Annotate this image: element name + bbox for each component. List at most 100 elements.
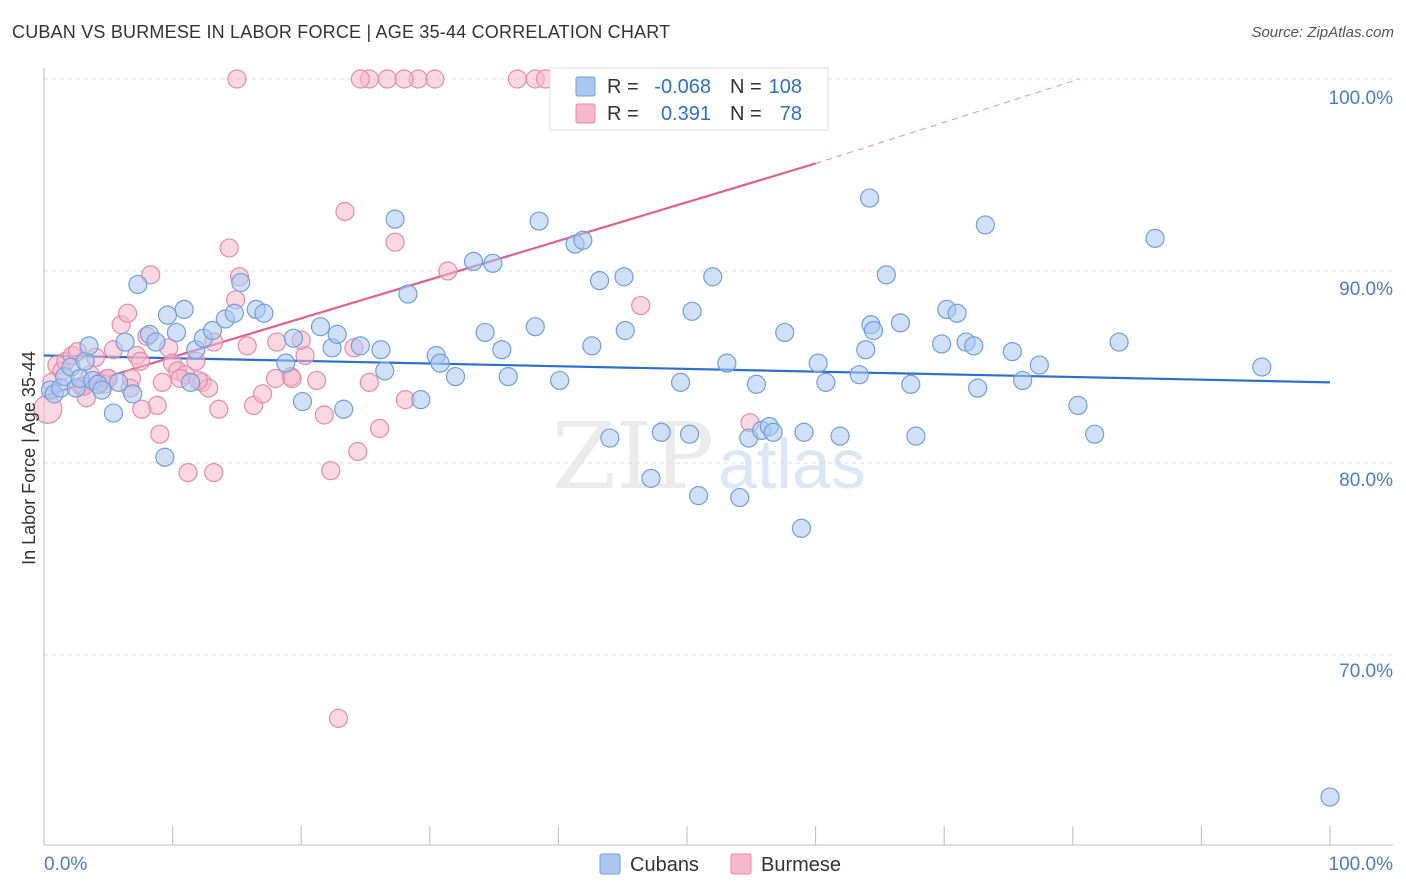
burmese-point: [385, 232, 405, 252]
cubans-point: [863, 320, 884, 341]
cubans-point: [283, 328, 304, 348]
cubans-point: [651, 422, 671, 442]
y-axis-title: In Labor Force | Age 35-44: [19, 351, 39, 565]
burmese-point: [209, 399, 229, 419]
cubans-point: [763, 422, 783, 442]
cubans-point: [483, 253, 503, 273]
cubans-point: [1320, 787, 1340, 807]
cubans-point: [582, 336, 602, 356]
cubans-point: [717, 353, 737, 373]
source-label: Source: ZipAtlas.com: [1251, 24, 1394, 41]
burmese-point: [335, 201, 355, 222]
burmese-point: [350, 69, 370, 89]
cubans-point: [475, 322, 495, 343]
cubans-point: [1013, 370, 1033, 391]
watermark-zip: ZIP: [552, 403, 714, 510]
cubans-point: [292, 391, 313, 412]
legend-burmese-r-label: R =: [607, 103, 639, 125]
legend-cubans-n-label: N =: [730, 76, 762, 98]
cubans-point: [682, 301, 702, 321]
cubans-point: [430, 353, 450, 373]
burmese-point: [130, 351, 151, 371]
burmese-point: [267, 332, 287, 352]
bottom-legend-swatch-burmese: [730, 853, 752, 875]
cubans-point: [123, 384, 143, 404]
legend-swatch-burmese: [575, 103, 596, 124]
watermark: ZIP atlas: [552, 403, 866, 510]
burmese-point: [178, 463, 198, 483]
cubans-point: [856, 340, 876, 360]
cubans-point: [791, 518, 812, 538]
cubans-point: [794, 422, 814, 442]
chart-title: CUBAN VS BURMESE IN LABOR FORCE | AGE 35…: [12, 22, 671, 42]
cubans-point: [1109, 332, 1129, 352]
cubans-point: [830, 426, 850, 446]
cubans-point: [411, 390, 431, 410]
legend-cubans-n-value: 108: [769, 76, 802, 98]
cubans-point: [1145, 228, 1165, 248]
cubans-point: [679, 424, 700, 444]
cubans-point: [688, 486, 709, 506]
cubans-point: [334, 399, 354, 419]
cubans-point: [615, 320, 635, 341]
cubans-point: [463, 251, 484, 271]
burmese-point: [253, 384, 273, 404]
cubans-point: [901, 374, 921, 394]
burmese-point: [321, 461, 341, 481]
cubans-point: [573, 230, 593, 250]
cubans-point: [174, 299, 194, 319]
cubans-point: [155, 447, 175, 467]
burmese-point: [141, 265, 161, 285]
cubans-point: [860, 188, 880, 208]
legend-swatch-cubans: [575, 76, 596, 97]
burmese-trendline-extension: [815, 78, 1080, 164]
burmese-point: [348, 441, 368, 462]
cubans-point: [1002, 342, 1022, 362]
x-tick-label-min: 0.0%: [44, 854, 87, 875]
cubans-point: [115, 332, 135, 352]
cubans-point: [108, 372, 129, 392]
bottom-legend-label-burmese: Burmese: [761, 854, 841, 876]
cubans-point: [849, 365, 869, 385]
burmese-point: [425, 69, 445, 89]
cubans-point: [890, 313, 911, 333]
stats-legend: R = -0.068 N = 108 R = 0.391 N = 78: [549, 67, 829, 131]
cubans-point: [529, 211, 549, 231]
y-tick-label-100: 100.0%: [1329, 88, 1394, 109]
cubans-point: [166, 322, 187, 343]
cubans-point: [1068, 395, 1088, 415]
burmese-point: [507, 69, 527, 89]
cubans-point: [614, 267, 634, 287]
burmese-point: [394, 69, 414, 89]
cubans-point: [385, 209, 405, 229]
axes: [43, 68, 1393, 846]
burmese-point: [631, 295, 651, 316]
burmese-point: [204, 463, 224, 483]
cubans-point: [932, 334, 952, 354]
burmese-point: [377, 69, 397, 89]
cubans-point: [398, 284, 418, 304]
cubans-point: [79, 336, 99, 356]
cubans-point: [103, 403, 124, 423]
burmese-point: [438, 261, 458, 281]
cubans-point: [525, 317, 545, 337]
cubans-point: [276, 353, 296, 373]
legend-cubans-r-label: R =: [607, 76, 639, 98]
cubans-point: [310, 317, 331, 337]
cubans-point: [968, 378, 988, 398]
cubans-point: [703, 267, 723, 287]
cubans-point: [816, 372, 836, 392]
cubans-point: [808, 353, 828, 373]
cubans-point: [492, 340, 512, 360]
cubans-point: [128, 274, 148, 295]
bottom-legend-label-cubans: Cubans: [630, 854, 699, 876]
burmese-point: [237, 336, 257, 356]
cubans-point: [670, 372, 691, 392]
cubans-point: [600, 428, 620, 448]
cubans-point: [498, 367, 518, 387]
cubans-point: [375, 361, 395, 381]
cubans-point: [231, 272, 251, 293]
y-tick-label-80: 80.0%: [1339, 470, 1393, 491]
cubans-point: [254, 303, 274, 323]
